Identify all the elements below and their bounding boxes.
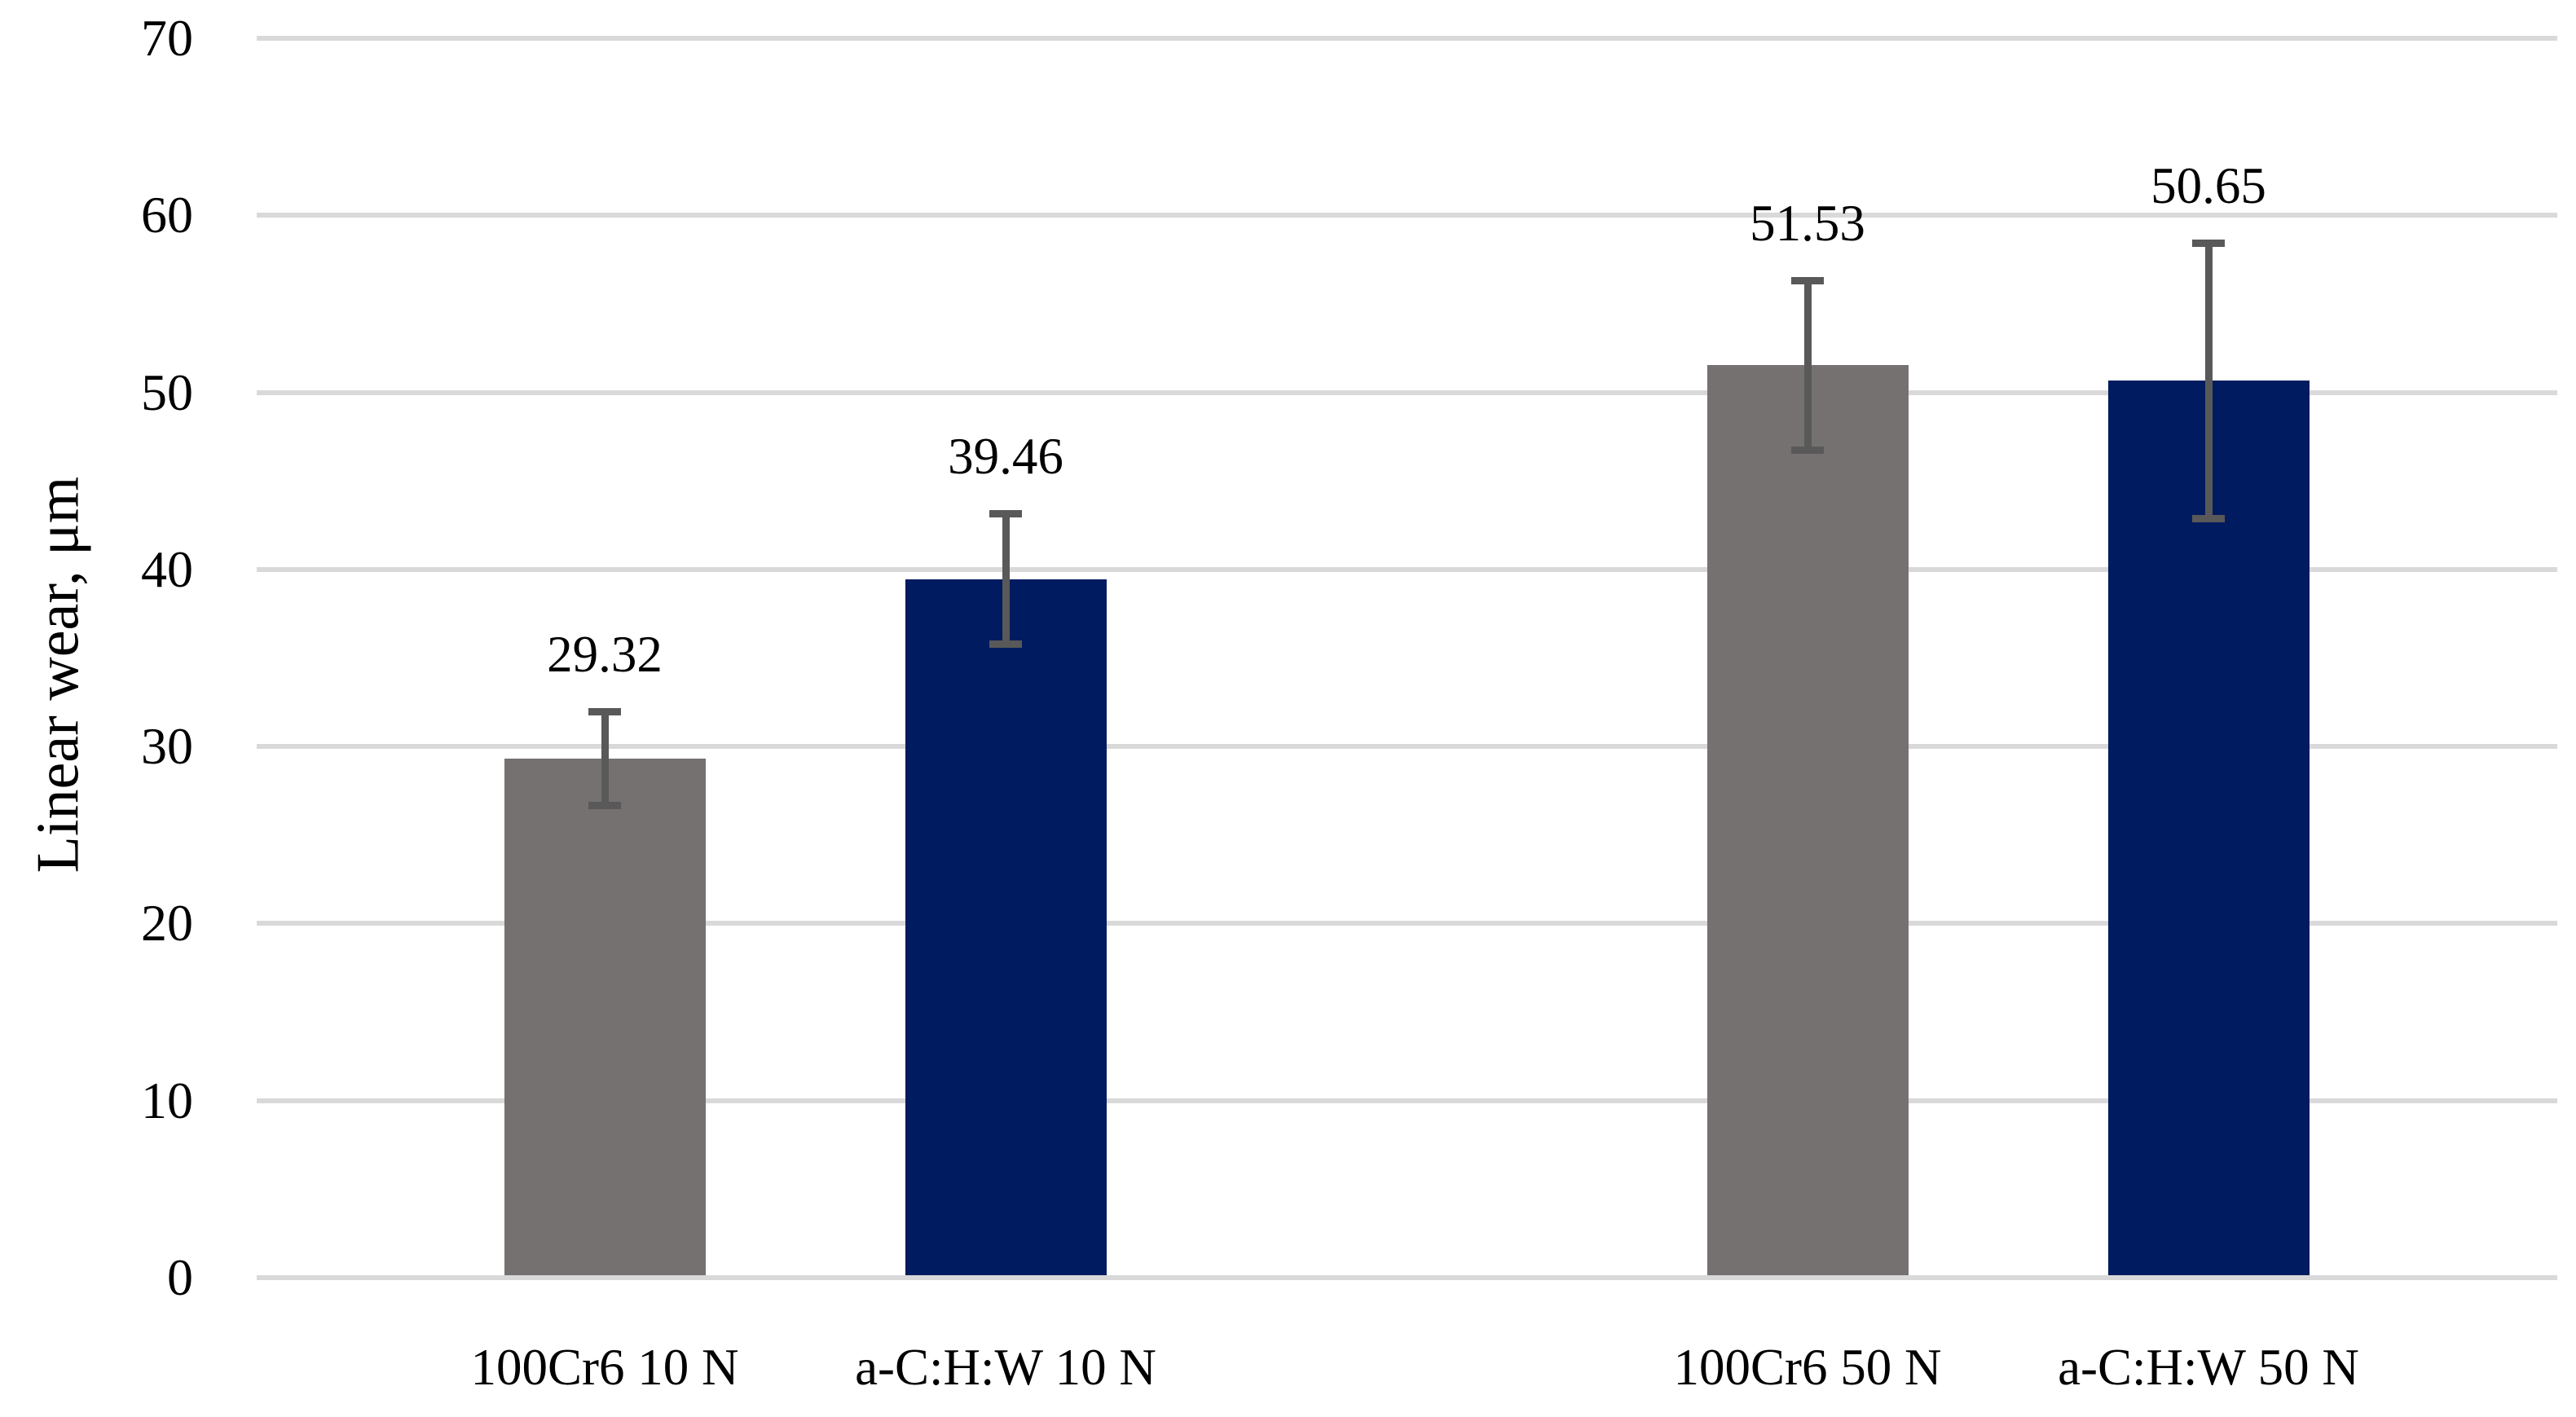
y-tick-label: 40	[141, 539, 193, 598]
gridline	[257, 389, 2557, 395]
gridline	[257, 1098, 2557, 1103]
error-bar-cap-bottom	[588, 801, 621, 809]
gridline	[257, 213, 2557, 218]
y-tick-label: 30	[141, 717, 193, 776]
error-bar-cap-top	[1791, 276, 1824, 284]
error-bar-stem	[2204, 239, 2213, 523]
category-label: 100Cr6 10 N	[470, 1339, 739, 1396]
error-bar-cap-top	[588, 707, 621, 715]
category-label: a-C:H:W 10 N	[855, 1339, 1156, 1396]
error-bar-cap-bottom	[1791, 446, 1824, 454]
y-tick-label: 70	[141, 9, 193, 67]
error-bar-cap-top	[2192, 239, 2225, 247]
error-bar-stem	[601, 707, 609, 809]
bar	[504, 758, 706, 1275]
error-bar-stem	[1002, 509, 1010, 649]
bar	[2107, 381, 2310, 1275]
bar	[905, 579, 1107, 1275]
y-tick-label: 20	[141, 894, 193, 953]
gridline	[257, 36, 2557, 41]
category-label: 100Cr6 50 N	[1673, 1339, 1942, 1396]
x-axis-line	[257, 1275, 2557, 1280]
y-tick-label: 10	[141, 1071, 193, 1129]
gridline	[257, 744, 2557, 750]
y-tick-label: 50	[141, 363, 193, 421]
y-tick-label: 0	[167, 1248, 193, 1306]
error-bar-cap-top	[989, 509, 1022, 517]
data-label: 51.53	[1750, 194, 1865, 252]
error-bar-cap-bottom	[989, 640, 1022, 649]
error-bar-stem	[1803, 276, 1812, 454]
y-tick-label: 60	[141, 186, 193, 244]
bar	[1706, 365, 1909, 1275]
gridline	[257, 921, 2557, 926]
category-label: a-C:H:W 50 N	[2058, 1339, 2359, 1396]
gridline	[257, 566, 2557, 572]
error-bar-cap-bottom	[2192, 515, 2225, 523]
data-label: 29.32	[547, 625, 663, 683]
data-label: 50.65	[2151, 156, 2266, 214]
data-label: 39.46	[948, 427, 1063, 485]
y-axis-title: Linear wear, μm	[24, 476, 92, 874]
